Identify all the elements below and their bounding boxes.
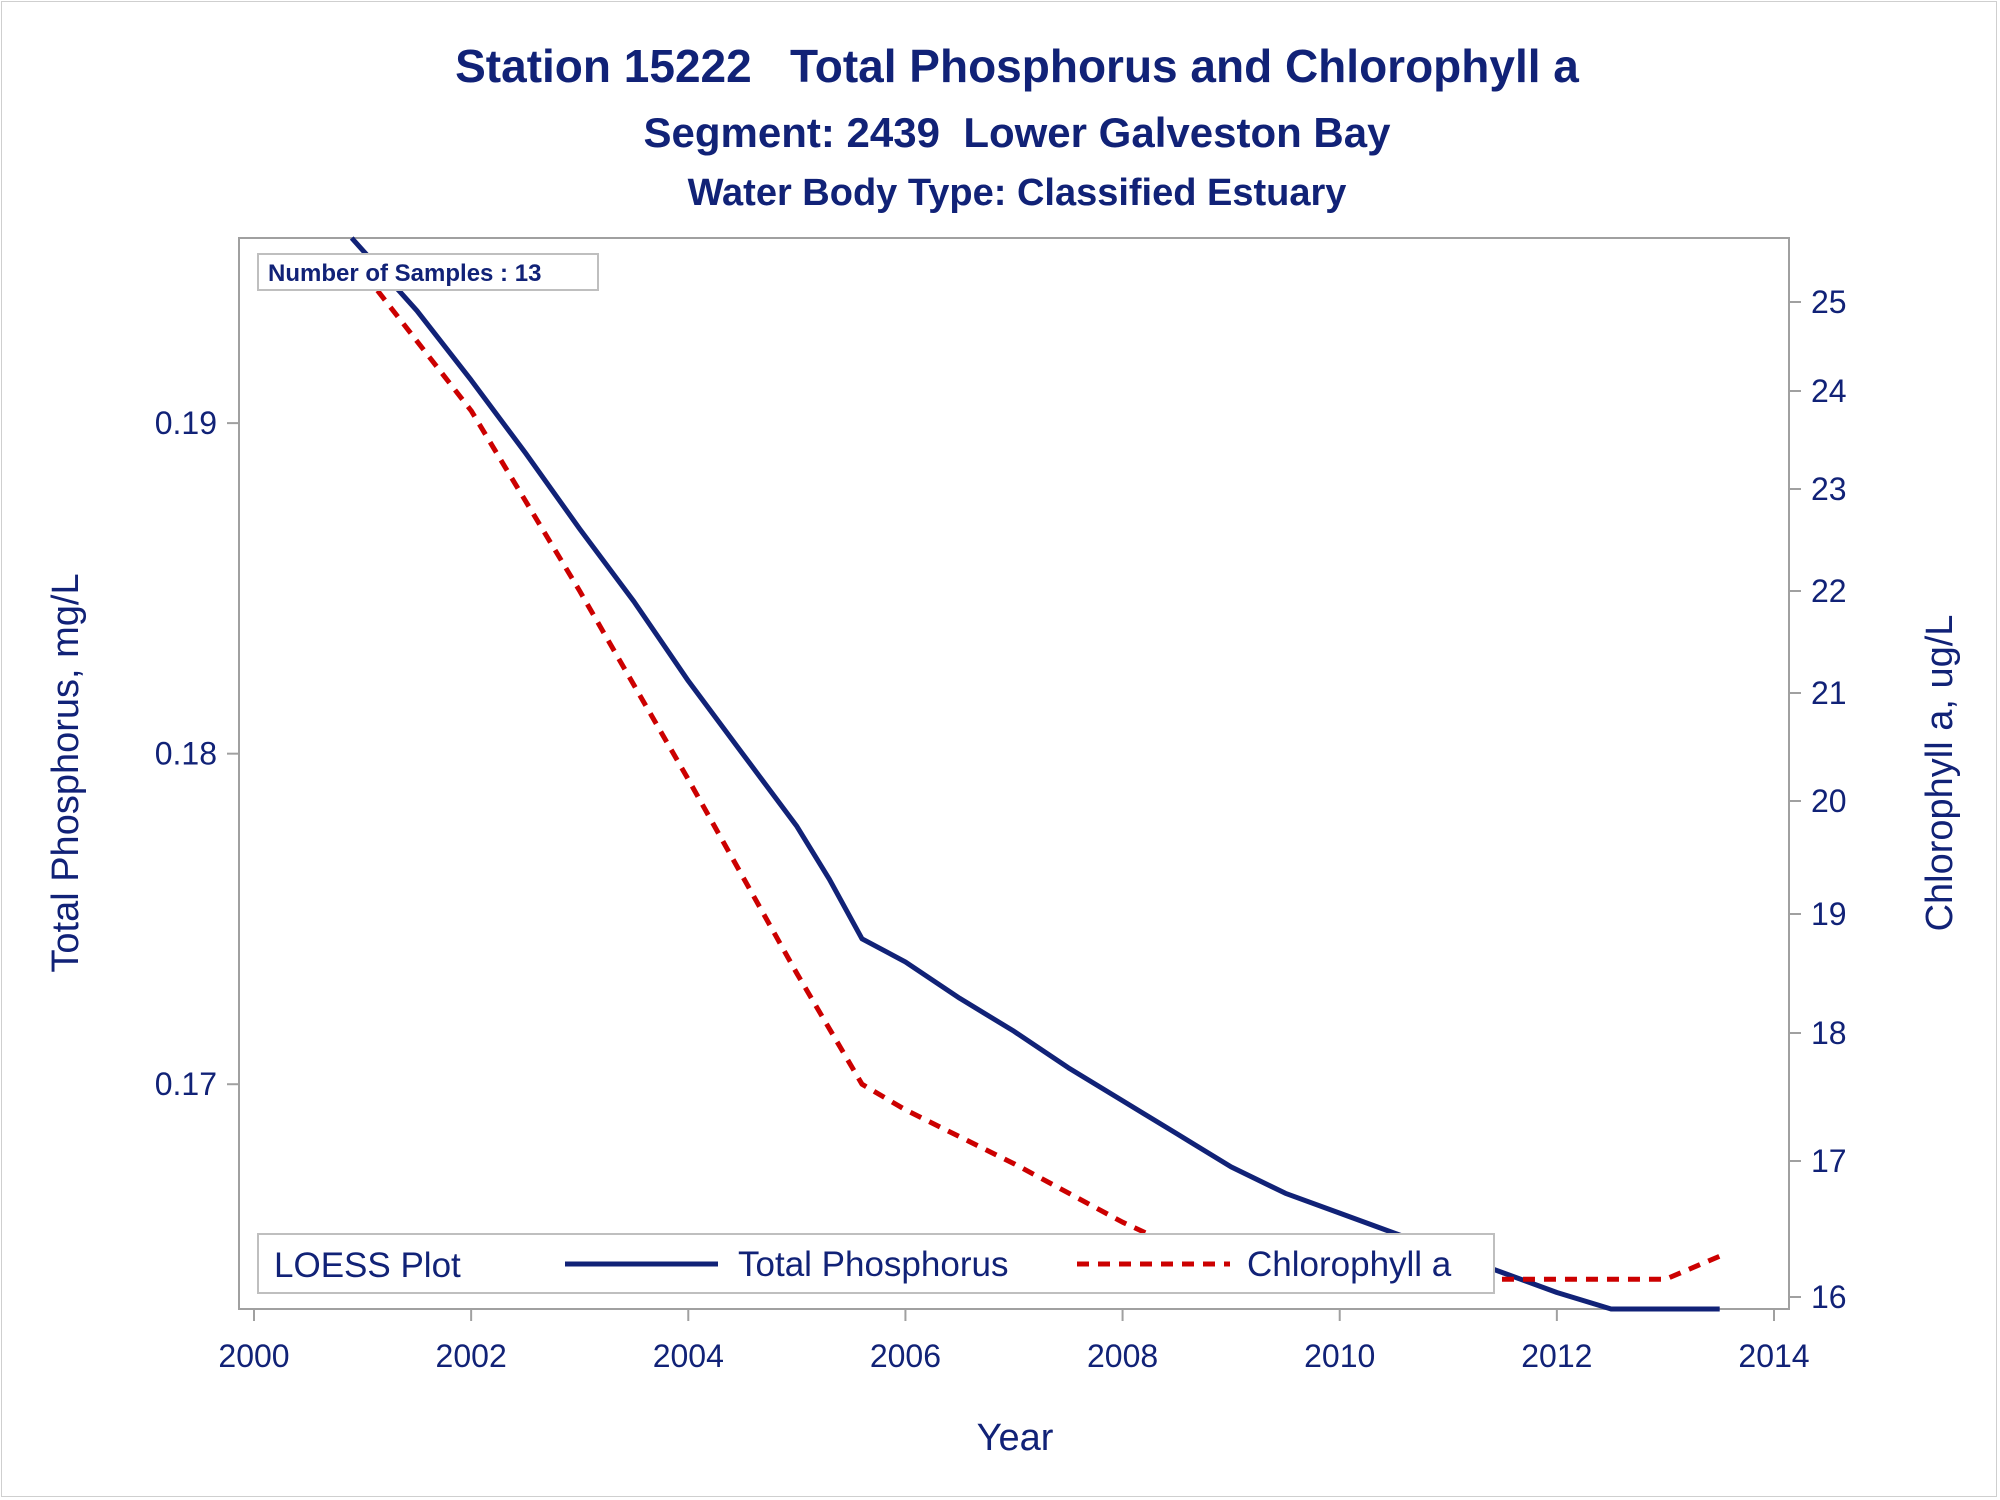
legend-label-phosphorus: Total Phosphorus xyxy=(738,1245,1008,1284)
legend-title: LOESS Plot xyxy=(274,1246,461,1285)
y2-axis-label: Chlorophyll a, ug/L xyxy=(1919,615,1961,932)
y2-tick-label: 21 xyxy=(1811,675,1847,711)
x-tick-label: 2008 xyxy=(1087,1338,1158,1374)
chart-title: Station 15222 Total Phosphorus and Chlor… xyxy=(455,40,1579,92)
x-tick-label: 2012 xyxy=(1521,1338,1592,1374)
y2-axis-ticks: 16 17 18 19 20 21 22 23 24 25 xyxy=(1789,284,1847,1315)
legend: LOESS Plot Total Phosphorus Chlorophyll … xyxy=(257,1233,1495,1294)
y2-tick-label: 22 xyxy=(1811,573,1847,609)
y2-tick-label: 25 xyxy=(1811,284,1847,320)
sample-count-inset: Number of Samples : 13 xyxy=(257,253,599,291)
x-tick-label: 2000 xyxy=(218,1338,289,1374)
x-axis-ticks: 2000 2002 2004 2006 2008 2010 2012 2014 xyxy=(218,1309,1810,1374)
chart-subtitle2: Water Body Type: Classified Estuary xyxy=(688,172,1347,214)
legend-label-chlorophyll: Chlorophyll a xyxy=(1247,1245,1452,1284)
x-tick-label: 2010 xyxy=(1304,1338,1375,1374)
y2-tick-label: 19 xyxy=(1811,896,1847,932)
series-line-chlorophyll-a xyxy=(349,255,1721,1282)
x-tick-label: 2002 xyxy=(436,1338,507,1374)
y-axis-label: Total Phosphorus, mg/L xyxy=(45,573,87,972)
sample-count-text: Number of Samples : 13 xyxy=(268,260,541,287)
x-tick-label: 2004 xyxy=(653,1338,724,1374)
y2-tick-label: 23 xyxy=(1811,471,1847,507)
plot-area xyxy=(238,237,1790,1310)
y2-tick-label: 16 xyxy=(1811,1279,1847,1315)
y2-tick-label: 24 xyxy=(1811,373,1847,409)
x-axis-label: Year xyxy=(977,1417,1054,1459)
y-tick-label: 0.19 xyxy=(155,405,217,441)
x-tick-label: 2014 xyxy=(1738,1338,1809,1374)
x-tick-label: 2006 xyxy=(870,1338,941,1374)
y2-tick-label: 18 xyxy=(1811,1015,1847,1051)
y2-tick-label: 17 xyxy=(1811,1143,1847,1179)
legend-box xyxy=(257,1233,1495,1294)
y-tick-label: 0.18 xyxy=(155,736,217,772)
y-axis-ticks: 0.17 0.18 0.19 xyxy=(155,405,239,1102)
y2-tick-label: 20 xyxy=(1811,783,1847,819)
y-tick-label: 0.17 xyxy=(155,1066,217,1102)
chart-subtitle: Segment: 2439 Lower Galveston Bay xyxy=(644,109,1392,156)
